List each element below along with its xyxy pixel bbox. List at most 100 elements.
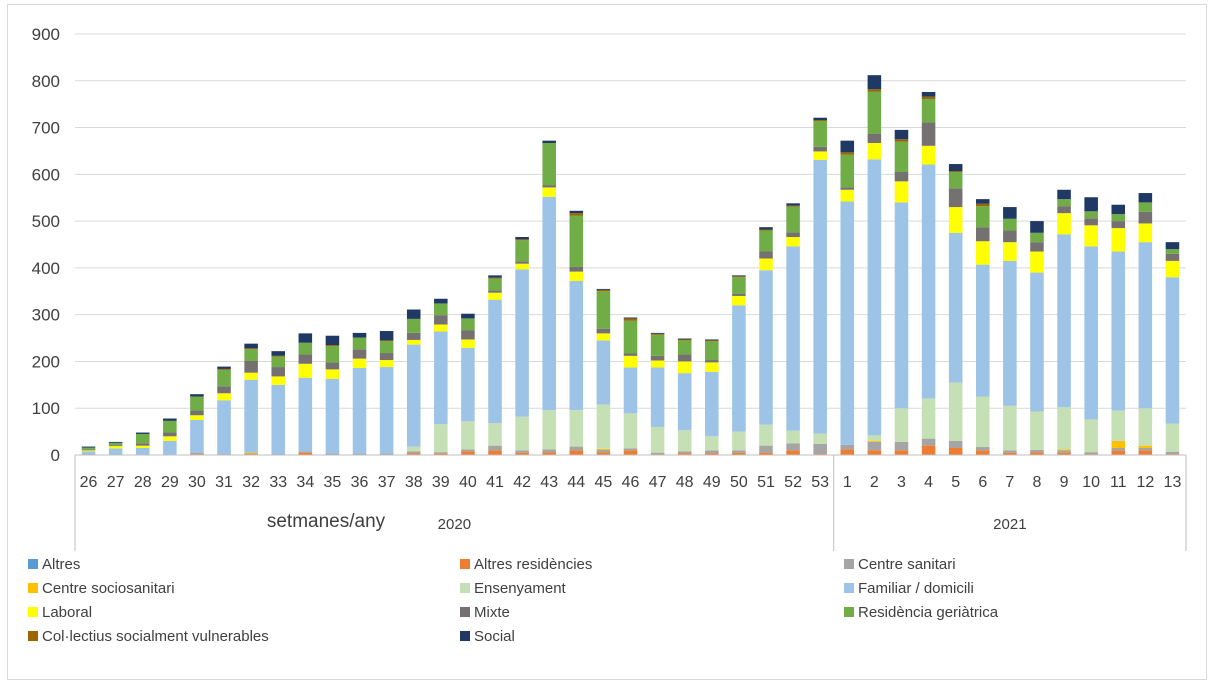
bar-segment bbox=[840, 444, 855, 450]
bar-segment bbox=[948, 207, 963, 233]
bar-segment bbox=[569, 280, 584, 411]
bar-segment bbox=[1057, 452, 1071, 455]
bar-segment bbox=[732, 295, 746, 306]
bar-segment bbox=[298, 354, 313, 364]
bar-segment bbox=[244, 453, 258, 455]
bar-segment bbox=[786, 450, 800, 455]
bar-segment bbox=[975, 241, 990, 265]
bar-segment bbox=[840, 152, 855, 155]
bar-segment bbox=[975, 396, 990, 448]
bar-segment bbox=[1003, 218, 1017, 231]
bar-segment bbox=[379, 341, 394, 354]
bar-segment bbox=[1003, 452, 1017, 455]
bar-segment bbox=[921, 96, 936, 100]
y-tick-label: 300 bbox=[32, 306, 60, 325]
bar-segment bbox=[759, 229, 773, 231]
bar-segment bbox=[759, 230, 773, 252]
gridlines bbox=[75, 33, 1186, 409]
bar-segment bbox=[515, 269, 529, 417]
bar-segment bbox=[1057, 234, 1071, 408]
bar-segment bbox=[759, 258, 773, 271]
bar-segment bbox=[190, 410, 204, 416]
bar-segment bbox=[461, 451, 475, 455]
bar-segment bbox=[786, 443, 800, 451]
bar-segment bbox=[515, 450, 529, 453]
bar-segment bbox=[244, 348, 258, 350]
bar-segment bbox=[921, 122, 936, 146]
bar-segment bbox=[352, 367, 367, 454]
bar-segment bbox=[1138, 242, 1153, 409]
bar-segment bbox=[569, 215, 584, 267]
bar-segment bbox=[705, 340, 719, 342]
bar-segment bbox=[515, 263, 529, 270]
x-tick-label: 29 bbox=[161, 474, 179, 491]
bar-segment bbox=[81, 450, 96, 452]
x-tick-label: 40 bbox=[459, 474, 477, 491]
bar-segment bbox=[975, 206, 990, 228]
bar-segment bbox=[1057, 450, 1071, 453]
legend-swatch bbox=[844, 607, 854, 617]
bar-segment bbox=[163, 418, 177, 421]
x-tick-label: 31 bbox=[215, 474, 233, 491]
x-tick-label: 51 bbox=[757, 474, 775, 491]
bar-segment bbox=[542, 410, 556, 450]
bar-segment bbox=[623, 450, 638, 455]
bar-segment bbox=[271, 384, 286, 455]
bar-segment bbox=[1138, 445, 1153, 448]
legend-swatch bbox=[28, 583, 38, 593]
bar-segment bbox=[1084, 225, 1098, 247]
bar-segment bbox=[542, 196, 556, 411]
x-tick-label: 38 bbox=[405, 474, 423, 491]
bar-segment bbox=[406, 344, 421, 447]
bar-segment bbox=[298, 452, 313, 455]
bar-segment bbox=[894, 450, 909, 455]
bar-segment bbox=[298, 377, 313, 452]
bar-segment bbox=[325, 346, 340, 363]
bar-segment bbox=[1111, 228, 1126, 252]
bar-segment bbox=[677, 339, 692, 341]
bar-segment bbox=[190, 394, 204, 397]
bar-segment bbox=[406, 318, 421, 333]
bar-segment bbox=[786, 203, 800, 206]
bar-segment bbox=[867, 441, 882, 451]
legend-swatch bbox=[460, 607, 470, 617]
bar-segment bbox=[108, 442, 123, 446]
x-tick-label: 47 bbox=[649, 474, 667, 491]
bar-segment bbox=[840, 189, 855, 202]
bar-segment bbox=[271, 356, 286, 368]
bar-segment bbox=[488, 445, 502, 451]
bar-segment bbox=[515, 416, 529, 451]
bar-segment bbox=[190, 452, 204, 455]
bar-segment bbox=[298, 342, 313, 355]
bar-segment bbox=[569, 271, 584, 281]
bar-segment bbox=[1030, 452, 1044, 455]
bar-segment bbox=[623, 353, 638, 356]
legend-label: Laboral bbox=[42, 604, 92, 621]
bar-segment bbox=[596, 289, 611, 292]
bar-segment bbox=[975, 447, 990, 451]
bar-segment bbox=[434, 424, 448, 453]
bar-segment bbox=[325, 369, 340, 379]
bar-segment bbox=[434, 298, 448, 304]
bar-segment bbox=[732, 431, 746, 451]
bar-segment bbox=[81, 447, 96, 450]
bar-segment bbox=[1030, 242, 1044, 252]
bar-segment bbox=[542, 142, 556, 186]
bar-segment bbox=[732, 277, 746, 294]
bar-segment bbox=[379, 340, 394, 342]
bar-segment bbox=[1084, 246, 1098, 420]
y-tick-label: 400 bbox=[32, 259, 60, 278]
x-tick-label: 9 bbox=[1060, 474, 1069, 491]
bar-segment bbox=[921, 445, 936, 455]
bar-segment bbox=[948, 171, 963, 172]
bar-segment bbox=[894, 139, 909, 142]
legend-label: Altres bbox=[42, 556, 80, 573]
bar-segment bbox=[894, 202, 909, 409]
bar-segment bbox=[271, 351, 286, 356]
bar-segment bbox=[840, 187, 855, 190]
bar-segment bbox=[975, 227, 990, 242]
bar-segment bbox=[379, 353, 394, 361]
x-tick-label: 30 bbox=[188, 474, 206, 491]
bar-segment bbox=[948, 171, 963, 189]
bar-segment bbox=[1057, 189, 1071, 200]
